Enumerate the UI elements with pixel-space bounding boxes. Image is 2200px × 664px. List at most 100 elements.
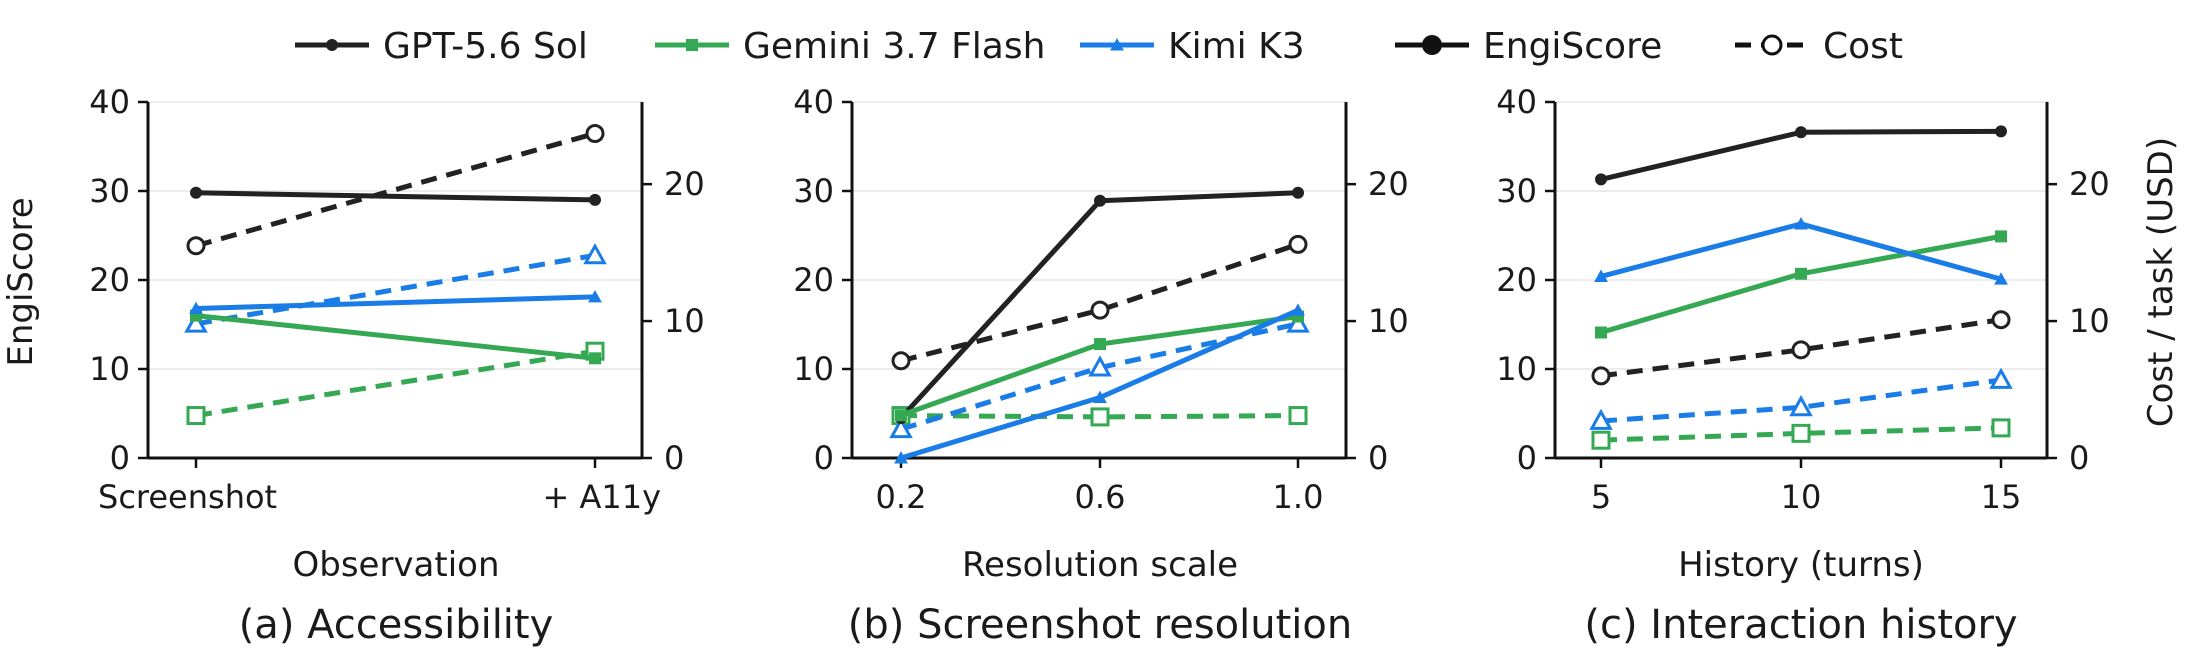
accessibility-xtick-label-0: Screenshot bbox=[98, 478, 277, 516]
resolution-gemini-3-7-flash-cost-point-1 bbox=[1090, 407, 1110, 427]
history-kimi-k3-engiscore-point-0 bbox=[1594, 269, 1608, 282]
legend-marker-gpt-5-6-sol bbox=[326, 39, 338, 51]
history-ytick-label-1: 10 bbox=[1496, 350, 1537, 388]
panel-screenshot-resolution: Resolution scale (b) Screenshot resoluti… bbox=[793, 83, 1408, 648]
accessibility-kimi-k3-engiscore-line bbox=[195, 294, 596, 311]
panel-accessibility-ylabel: EngiScore bbox=[1, 197, 41, 366]
history-gemini-3-7-flash-engiscore-point-1 bbox=[1795, 267, 1807, 280]
resolution-ytick-label-0: 0 bbox=[814, 439, 834, 477]
history-xtick-label-0: 5 bbox=[1591, 478, 1611, 516]
history-y2tick-label-1: 10 bbox=[2069, 302, 2110, 340]
history-kimi-k3-cost-line bbox=[1600, 377, 2002, 424]
resolution-gpt-5-6-sol-cost-point-1 bbox=[1090, 300, 1110, 320]
history-kimi-k3-cost-point-2 bbox=[1989, 367, 2013, 389]
history-gpt-5-6-sol-cost-point-1 bbox=[1791, 340, 1811, 360]
resolution-xtick-label-1: 0.6 bbox=[1075, 478, 1126, 516]
history-gemini-3-7-flash-engiscore-point-2 bbox=[1995, 230, 2007, 243]
panel-interaction-history: Cost / task (USD) History (turns) (c) In… bbox=[1496, 83, 2181, 648]
accessibility-gpt-5-6-sol-cost-line bbox=[195, 131, 596, 249]
panel-accessibility-caption: (a) Accessibility bbox=[239, 602, 554, 648]
resolution-gpt-5-6-sol-engiscore-point-2 bbox=[1292, 186, 1304, 199]
legend-label-cost: Cost bbox=[1823, 26, 1903, 67]
resolution-y2tick-label-1: 10 bbox=[1368, 302, 1409, 340]
accessibility-kimi-k3-cost-point-0 bbox=[184, 311, 208, 333]
resolution-kimi-k3-engiscore-point-2 bbox=[1291, 303, 1305, 316]
accessibility-ytick-label-1: 10 bbox=[89, 350, 130, 388]
history-y2tick-label-2: 20 bbox=[2069, 165, 2110, 203]
accessibility-xtick-label-1: + A11y bbox=[542, 478, 661, 516]
resolution-gpt-5-6-sol-cost-line bbox=[900, 242, 1299, 364]
history-xtick-label-2: 15 bbox=[1981, 478, 2022, 516]
history-kimi-k3-engiscore-point-2 bbox=[1994, 272, 2008, 285]
legend-label-engiscore: EngiScore bbox=[1483, 26, 1662, 67]
accessibility-gpt-5-6-sol-engiscore-point-0 bbox=[190, 186, 202, 199]
resolution-gemini-3-7-flash-engiscore-point-1 bbox=[1094, 338, 1106, 351]
resolution-kimi-k3-engiscore-point-0 bbox=[894, 451, 908, 464]
legend-item-kimi-k3: Kimi K3 bbox=[1080, 26, 1305, 67]
panel-history-y2label: Cost / task (USD) bbox=[2141, 137, 2181, 427]
history-gemini-3-7-flash-cost-line bbox=[1600, 425, 2002, 443]
legend-marker-gemini-3-7-flash bbox=[686, 39, 698, 51]
panel-accessibility-xlabel: Observation bbox=[292, 545, 499, 585]
accessibility-gpt-5-6-sol-cost-point-0 bbox=[186, 236, 206, 256]
resolution-ytick-label-3: 30 bbox=[793, 172, 834, 210]
resolution-gpt-5-6-sol-engiscore-point-1 bbox=[1094, 194, 1106, 207]
resolution-y2tick-label-0: 0 bbox=[1368, 439, 1388, 477]
resolution-gpt-5-6-sol-cost-point-2 bbox=[1288, 234, 1308, 254]
legend-item-engiscore: EngiScore bbox=[1395, 26, 1662, 67]
accessibility-y2tick-label-0: 0 bbox=[664, 439, 684, 477]
legend-marker-kimi-k3 bbox=[1110, 38, 1124, 51]
legend-item-gemini-3-7-flash: Gemini 3.7 Flash bbox=[655, 26, 1045, 67]
accessibility-gemini-3-7-flash-engiscore-point-1 bbox=[589, 352, 601, 365]
legend-marker-engiscore bbox=[1422, 35, 1442, 55]
resolution-gemini-3-7-flash-engiscore-point-0 bbox=[895, 409, 907, 422]
history-kimi-k3-engiscore-point-1 bbox=[1794, 217, 1808, 230]
history-ytick-label-3: 30 bbox=[1496, 172, 1537, 210]
history-gemini-3-7-flash-cost-point-0 bbox=[1591, 430, 1611, 450]
panel-history-caption: (c) Interaction history bbox=[1584, 602, 2017, 648]
history-gpt-5-6-sol-cost-point-0 bbox=[1591, 366, 1611, 386]
history-gemini-3-7-flash-cost-point-2 bbox=[1991, 418, 2011, 438]
panel-accessibility: EngiScore Observation (a) Accessibility … bbox=[1, 83, 705, 648]
resolution-kimi-k3-engiscore-point-1 bbox=[1093, 390, 1107, 403]
history-ytick-label-4: 40 bbox=[1496, 83, 1537, 121]
accessibility-ytick-label-2: 20 bbox=[89, 261, 130, 299]
accessibility-y2tick-label-1: 10 bbox=[664, 302, 705, 340]
accessibility-kimi-k3-engiscore-point-0 bbox=[189, 301, 203, 314]
resolution-kimi-k3-cost-point-0 bbox=[889, 416, 913, 439]
accessibility-kimi-k3-cost-line bbox=[195, 252, 596, 327]
history-gemini-3-7-flash-engiscore-line bbox=[1600, 233, 2002, 335]
resolution-xtick-label-0: 0.2 bbox=[876, 478, 927, 516]
history-gpt-5-6-sol-cost-point-2 bbox=[1991, 310, 2011, 330]
history-ytick-label-2: 20 bbox=[1496, 261, 1537, 299]
history-xtick-label-1: 10 bbox=[1781, 478, 1822, 516]
accessibility-y2tick-label-2: 20 bbox=[664, 165, 705, 203]
resolution-gemini-3-7-flash-cost-point-2 bbox=[1288, 406, 1308, 426]
resolution-kimi-k3-engiscore-line bbox=[900, 307, 1300, 461]
accessibility-kimi-k3-engiscore-point-1 bbox=[588, 290, 602, 303]
accessibility-ytick-label-0: 0 bbox=[110, 439, 130, 477]
resolution-kimi-k3-cost-point-2 bbox=[1286, 311, 1310, 333]
accessibility-gpt-5-6-sol-engiscore-line bbox=[195, 190, 596, 203]
history-gpt-5-6-sol-engiscore-point-0 bbox=[1595, 173, 1607, 186]
legend-label-gpt-5-6-sol: GPT-5.6 Sol bbox=[383, 26, 588, 67]
accessibility-gemini-3-7-flash-cost-line bbox=[195, 348, 596, 419]
history-gemini-3-7-flash-engiscore-point-0 bbox=[1595, 326, 1607, 339]
accessibility-ytick-label-3: 30 bbox=[89, 172, 130, 210]
history-kimi-k3-cost-point-1 bbox=[1789, 395, 1813, 417]
history-gpt-5-6-sol-cost-line bbox=[1600, 317, 2002, 379]
legend-item-cost: Cost bbox=[1735, 26, 1903, 67]
accessibility-gpt-5-6-sol-cost-point-1 bbox=[585, 123, 605, 143]
history-gpt-5-6-sol-engiscore-point-2 bbox=[1995, 125, 2007, 138]
resolution-ytick-label-4: 40 bbox=[793, 83, 834, 121]
accessibility-ytick-label-4: 40 bbox=[89, 83, 130, 121]
history-ytick-label-0: 0 bbox=[1517, 439, 1537, 477]
resolution-ytick-label-1: 10 bbox=[793, 350, 834, 388]
accessibility-gemini-3-7-flash-engiscore-line bbox=[195, 313, 596, 361]
resolution-ytick-label-2: 20 bbox=[793, 261, 834, 299]
panel-resolution-xlabel: Resolution scale bbox=[962, 545, 1238, 585]
resolution-xtick-label-2: 1.0 bbox=[1273, 478, 1324, 516]
panel-resolution-caption: (b) Screenshot resolution bbox=[848, 602, 1352, 648]
legend-item-gpt-5-6-sol: GPT-5.6 Sol bbox=[295, 26, 588, 67]
